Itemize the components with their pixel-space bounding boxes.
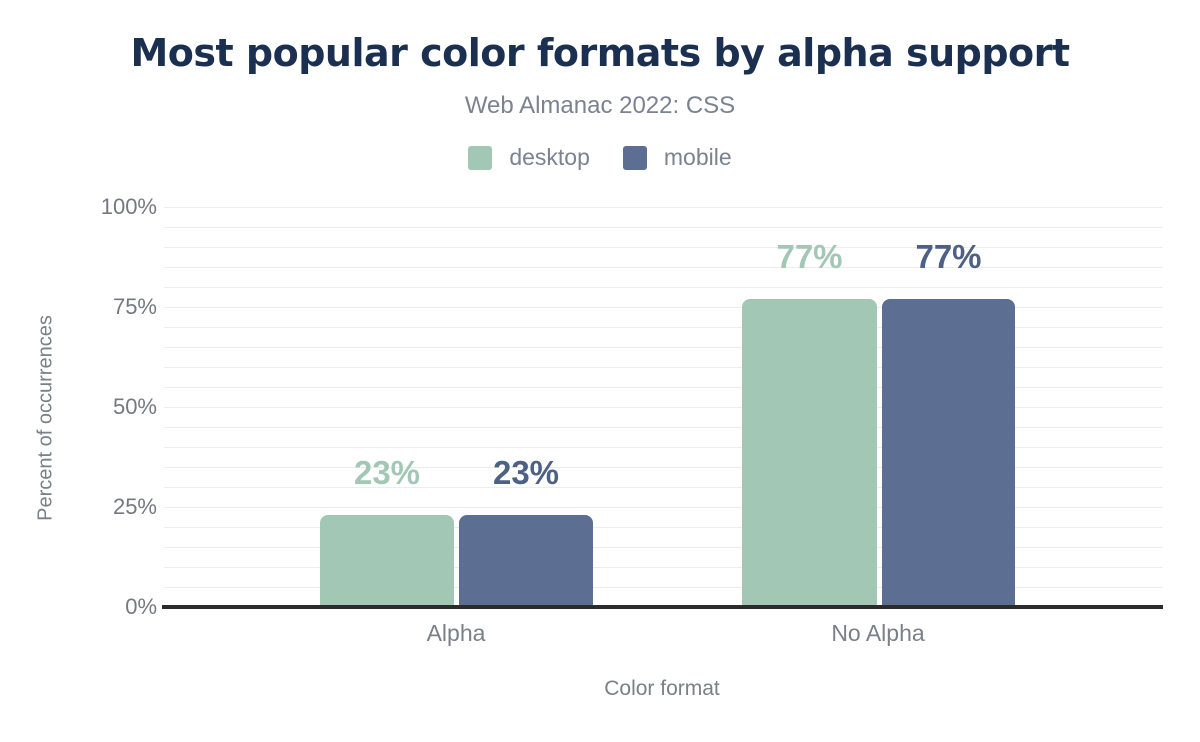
x-tick-noalpha: No Alpha xyxy=(831,620,925,646)
gridline xyxy=(164,547,1163,548)
y-axis-title: Percent of occurrences xyxy=(34,315,57,521)
legend-label-mobile: mobile xyxy=(663,144,732,170)
gridline xyxy=(164,387,1163,388)
desktop-swatch-icon xyxy=(468,145,493,170)
gridline xyxy=(164,247,1163,248)
bar-alpha-desktop: 23% xyxy=(320,456,454,607)
bar-noalpha-mobile: 77% xyxy=(882,240,1015,607)
legend-item-mobile: mobile xyxy=(622,144,732,171)
gridline xyxy=(164,367,1163,368)
gridline xyxy=(164,447,1163,448)
y-tick-25: 25% xyxy=(112,494,157,519)
gridline xyxy=(164,507,1163,508)
gridline xyxy=(164,347,1163,348)
bar-rect xyxy=(459,515,593,607)
gridline xyxy=(164,227,1163,228)
bar-alpha-mobile: 23% xyxy=(459,456,593,607)
x-axis-title: Color format xyxy=(604,677,720,700)
gridline xyxy=(164,307,1163,308)
bar-rect xyxy=(320,515,454,607)
legend-label-desktop: desktop xyxy=(509,144,590,170)
x-axis-line xyxy=(162,605,1163,609)
gridline xyxy=(164,407,1163,408)
bar-noalpha-desktop: 77% xyxy=(742,240,877,607)
bar-value-label: 23% xyxy=(492,454,560,491)
y-tick-75: 75% xyxy=(112,294,157,319)
bar-value-label: 77% xyxy=(915,238,982,275)
chart-subtitle: Web Almanac 2022: CSS xyxy=(464,92,736,119)
gridline xyxy=(164,207,1163,208)
y-tick-0: 0% xyxy=(125,594,157,619)
gridline xyxy=(164,287,1163,288)
mobile-swatch-icon xyxy=(622,145,647,170)
chart-title: Most popular color formats by alpha supp… xyxy=(130,31,1070,75)
bar-rect xyxy=(742,299,877,607)
legend: desktop mobile xyxy=(0,144,1200,171)
bar-rect xyxy=(882,299,1015,607)
bar-value-label: 23% xyxy=(353,454,421,491)
gridline xyxy=(164,567,1163,568)
gridline xyxy=(164,267,1163,268)
x-tick-alpha: Alpha xyxy=(426,620,486,646)
legend-item-desktop: desktop xyxy=(468,144,590,171)
gridline xyxy=(164,467,1163,468)
plot-area: 23% 23% 77% 77% Alpha No Alpha Color for… xyxy=(162,207,1163,700)
gridline xyxy=(164,487,1163,488)
gridline xyxy=(164,327,1163,328)
gridline xyxy=(164,527,1163,528)
y-tick-50: 50% xyxy=(112,394,157,419)
y-tick-100: 100% xyxy=(100,194,157,219)
gridline xyxy=(164,587,1163,588)
gridline xyxy=(164,427,1163,428)
bar-value-label: 77% xyxy=(776,238,843,275)
